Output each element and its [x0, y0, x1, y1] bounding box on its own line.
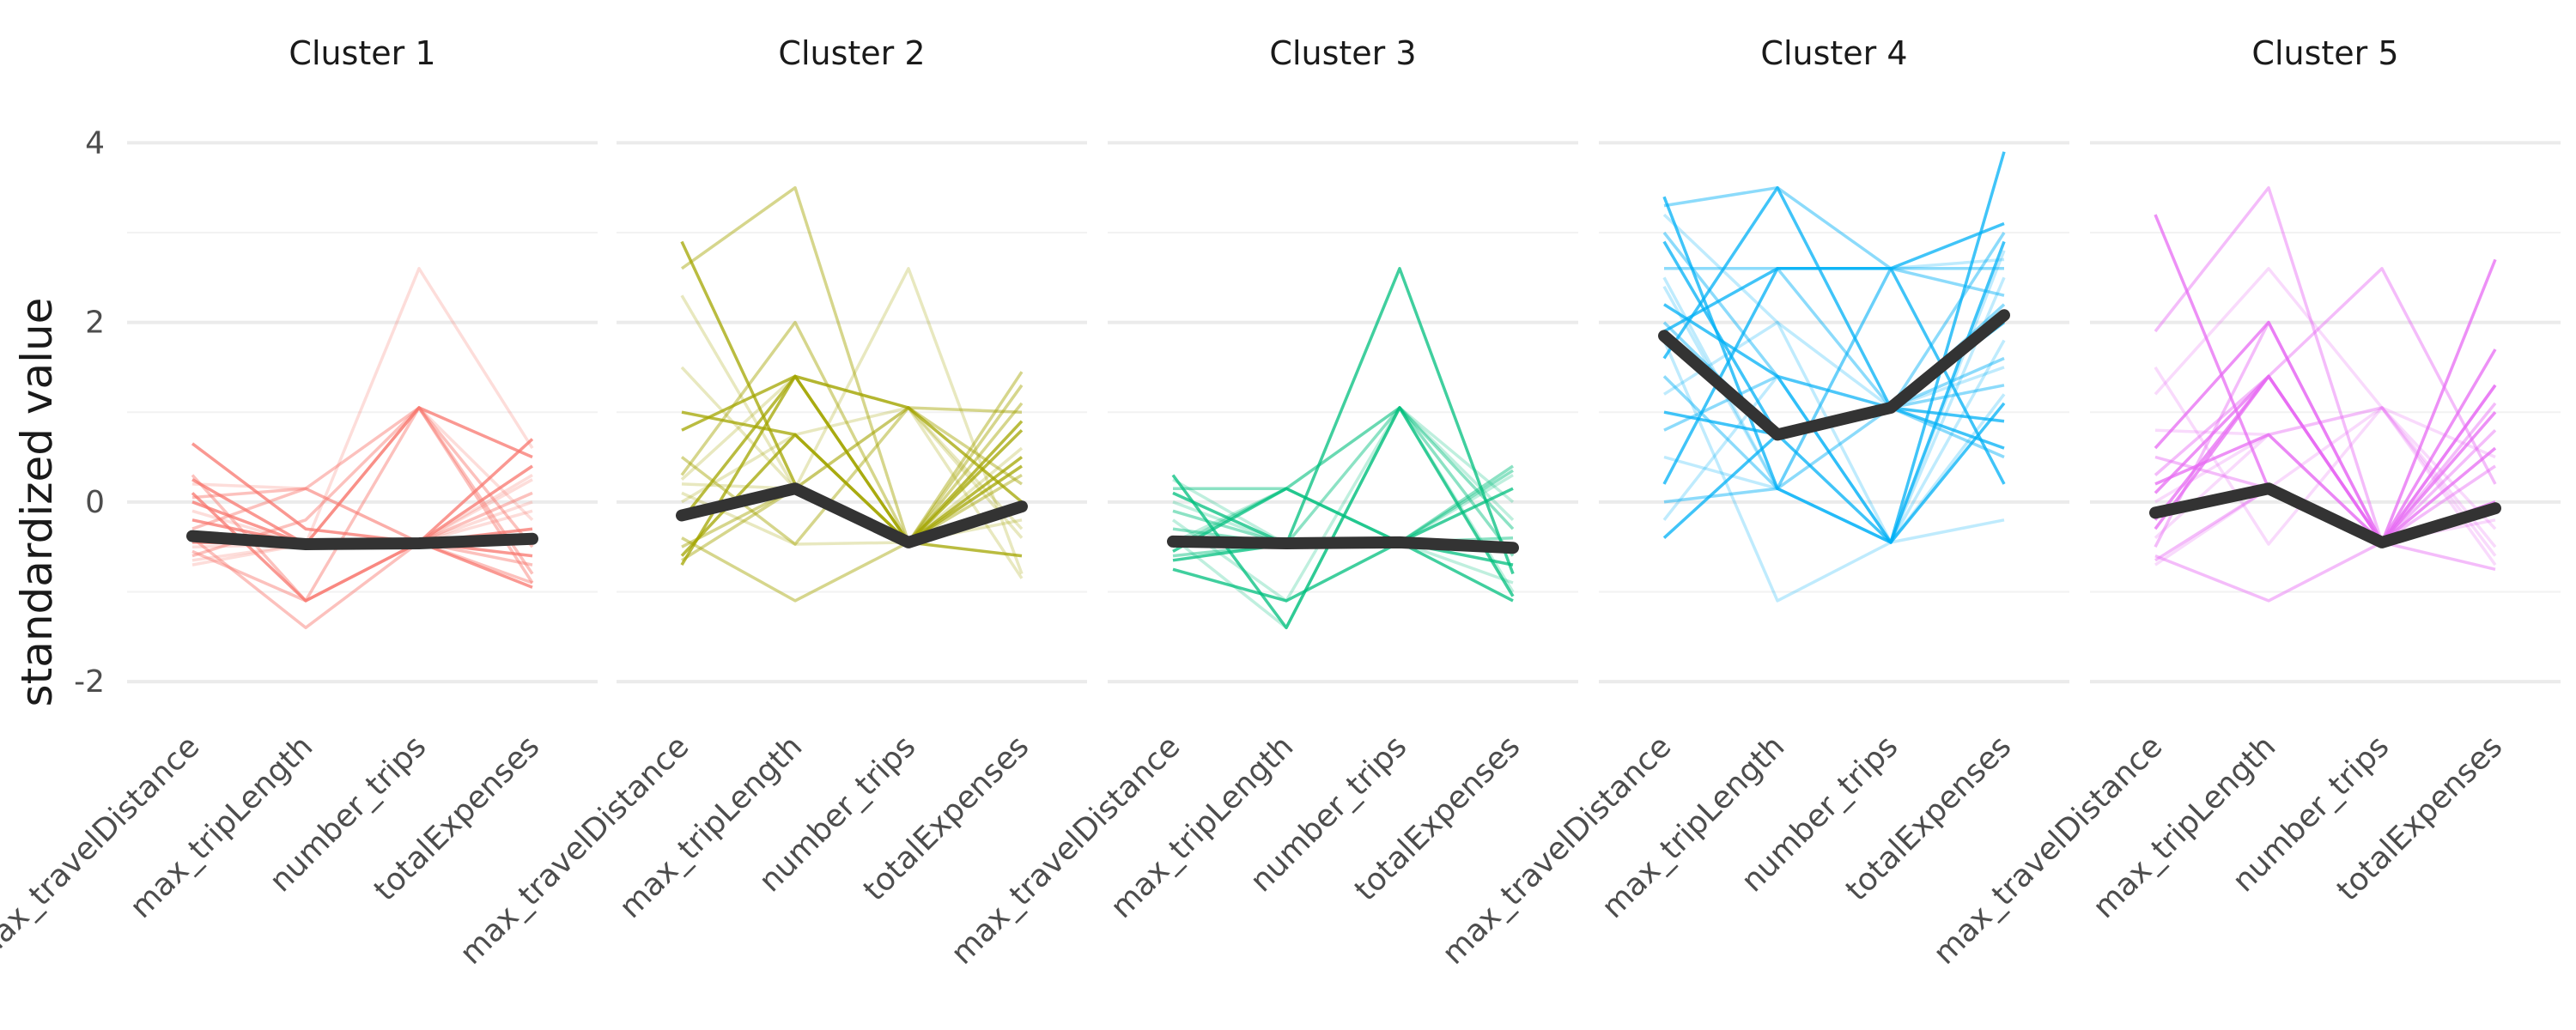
profile-line-cluster-4-3 [1662, 240, 2006, 544]
profile-line-cluster-1-3 [191, 406, 533, 546]
mean-line-cluster-1 [186, 530, 538, 550]
profile-line-cluster-3-11 [1171, 406, 1515, 630]
mean-line-cluster-2 [676, 482, 1028, 548]
profile-line-cluster-5-4 [2154, 267, 2497, 485]
profile-line-cluster-1-14 [191, 406, 534, 546]
profile-line-cluster-4-10 [1662, 267, 2005, 490]
profile-line-cluster-2-4 [680, 320, 1024, 544]
profile-line-cluster-4-17 [1662, 250, 2006, 544]
mean-line-cluster-5 [2149, 482, 2501, 548]
profile-line-cluster-3-3 [1172, 267, 1515, 575]
profile-line-cluster-5-5 [2154, 406, 2497, 566]
facet-title-cluster-1: Cluster 1 [289, 34, 435, 72]
profile-line-cluster-4-1 [1663, 185, 2004, 270]
facet-title-cluster-4: Cluster 4 [1760, 34, 1907, 72]
profile-line-cluster-4-0 [1662, 151, 2006, 544]
profile-line-cluster-4-11 [1663, 320, 2005, 544]
profile-line-cluster-2-1 [680, 185, 1024, 544]
profile-line-cluster-1-4 [191, 491, 533, 630]
y-tick-label-4: 4 [85, 125, 105, 161]
profile-line-cluster-3-2 [1171, 406, 1515, 603]
profile-line-cluster-2-7 [681, 371, 1024, 603]
mean-line-cluster-4 [1658, 309, 2010, 441]
profile-line-cluster-4-6 [1663, 303, 2006, 544]
profile-line-cluster-1-16 [191, 487, 533, 585]
y-tick-label-0: 0 [85, 485, 105, 520]
profile-line-cluster-2-2 [680, 267, 1024, 575]
profile-line-cluster-4-21 [1663, 221, 2005, 333]
profile-line-cluster-4-8 [1662, 339, 2006, 603]
profile-line-cluster-4-4 [1664, 267, 2005, 459]
profile-line-cluster-1-10 [191, 406, 534, 575]
profile-line-cluster-5-11 [2154, 366, 2497, 557]
profile-line-cluster-1-2 [191, 473, 533, 544]
y-tick-label-2: 2 [85, 306, 105, 341]
profile-line-cluster-4-9 [1662, 185, 2005, 423]
profile-line-cluster-1-9 [191, 492, 533, 603]
profile-line-cluster-4-13 [1663, 374, 2005, 432]
profile-line-cluster-2-3 [681, 374, 1024, 504]
profile-line-cluster-1-13 [191, 541, 533, 603]
profile-line-cluster-4-16 [1663, 356, 2005, 504]
profile-line-cluster-5-8 [2154, 406, 2497, 566]
mean-line-cluster-3 [1167, 535, 1519, 554]
profile-line-cluster-2-15 [681, 410, 1023, 544]
facet-title-cluster-3: Cluster 3 [1269, 34, 1416, 72]
profile-line-cluster-5-9 [2154, 411, 2497, 544]
profile-line-cluster-2-8 [681, 406, 1024, 579]
facet-title-cluster-2: Cluster 2 [778, 34, 925, 72]
profile-line-cluster-2-14 [681, 491, 1023, 546]
profile-line-cluster-3-6 [1172, 541, 1514, 603]
profile-line-cluster-2-12 [680, 374, 1023, 558]
profile-line-cluster-3-14 [1172, 406, 1515, 593]
profile-line-cluster-1-0 [191, 438, 534, 544]
profile-line-cluster-5-14 [2154, 406, 2496, 539]
profile-line-cluster-4-2 [1662, 213, 2005, 409]
profile-line-cluster-5-3 [2154, 320, 2497, 544]
facet-title-cluster-5: Cluster 5 [2251, 34, 2398, 72]
profile-line-cluster-2-17 [680, 374, 1024, 539]
y-axis-label: standardized value [12, 298, 62, 707]
profile-line-cluster-2-13 [681, 406, 1023, 548]
profile-line-cluster-4-14 [1663, 276, 2006, 544]
profile-line-cluster-5-7 [2154, 428, 2497, 603]
y-tick-label-2: -2 [74, 664, 105, 700]
